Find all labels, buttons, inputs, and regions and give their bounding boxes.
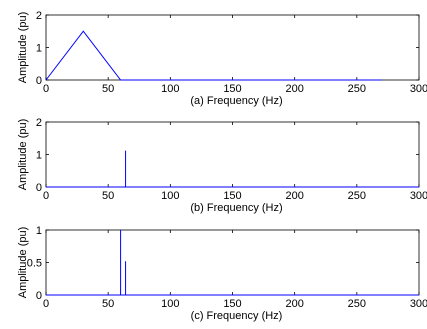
subplot-a-x-tick-label: 0 [43,83,49,95]
subplot-a-y-tick-label: 2 [36,10,42,22]
subplot-a-y-tick-label: 0 [36,75,42,87]
subplot-a-x-tick-label: 300 [410,83,427,95]
subplot-c-x-tick-label: 200 [285,298,303,310]
subplot-c-y-axis-label: Amplitude (pu) [17,227,29,299]
subplot-c-y-tick-label: 1 [36,225,42,237]
subplot-a-x-tick-label: 100 [161,83,179,95]
subplot-b-x-tick-label: 0 [43,190,49,202]
subplot-b-x-tick-label: 300 [410,190,427,202]
subplot-c-x-axis-label: (c) Frequency (Hz) [191,310,283,322]
subplot-b-series-line [46,150,419,188]
subplot-b-x-tick-label: 200 [285,190,303,202]
subplot-b-y-axis-label: Amplitude (pu) [17,119,29,191]
subplot-c-x-tick-label: 300 [410,298,427,310]
subplot-b-axes-box [45,121,420,188]
subplot-b-x-tick-label: 50 [102,190,114,202]
subplot-a-x-axis-label: (a) Frequency (Hz) [190,95,282,107]
subplot-c-x-tick-label: 100 [161,298,179,310]
subplot-a-y-tick-label: 1 [36,43,42,55]
subplot-b-x-tick-label: 150 [223,190,241,202]
subplot-c-x-tick-label: 50 [102,298,114,310]
subplot-c-series-line [46,230,419,296]
subplot-c-x-tick-label: 0 [43,298,49,310]
subplot-c-axes-box [45,229,420,296]
subplot-b-x-tick-label: 100 [161,190,179,202]
subplot-a-x-tick-label: 200 [285,83,303,95]
subplot-a-x-tick-label: 150 [223,83,241,95]
subplot-b-y-tick-label: 1 [36,150,42,162]
subplot-b-x-tick-label: 250 [348,190,366,202]
subplot-c-x-tick-label: 150 [223,298,241,310]
subplot-b-x-axis-label: (b) Frequency (Hz) [190,202,282,214]
subplot-b-y-tick-label: 2 [36,117,42,129]
subplot-a-y-axis-label: Amplitude (pu) [17,12,29,84]
subplot-c-y-tick-label: 0 [36,290,42,302]
subplot-c-x-tick-label: 250 [348,298,366,310]
subplot-a-x-tick-label: 50 [102,83,114,95]
subplot-c-y-tick-label: 0.5 [27,258,42,270]
subplot-b-y-tick-label: 0 [36,182,42,194]
subplot-a-x-tick-label: 250 [348,83,366,95]
subplot-a-axes-box [45,14,420,81]
subplot-a-series-line [45,30,382,81]
